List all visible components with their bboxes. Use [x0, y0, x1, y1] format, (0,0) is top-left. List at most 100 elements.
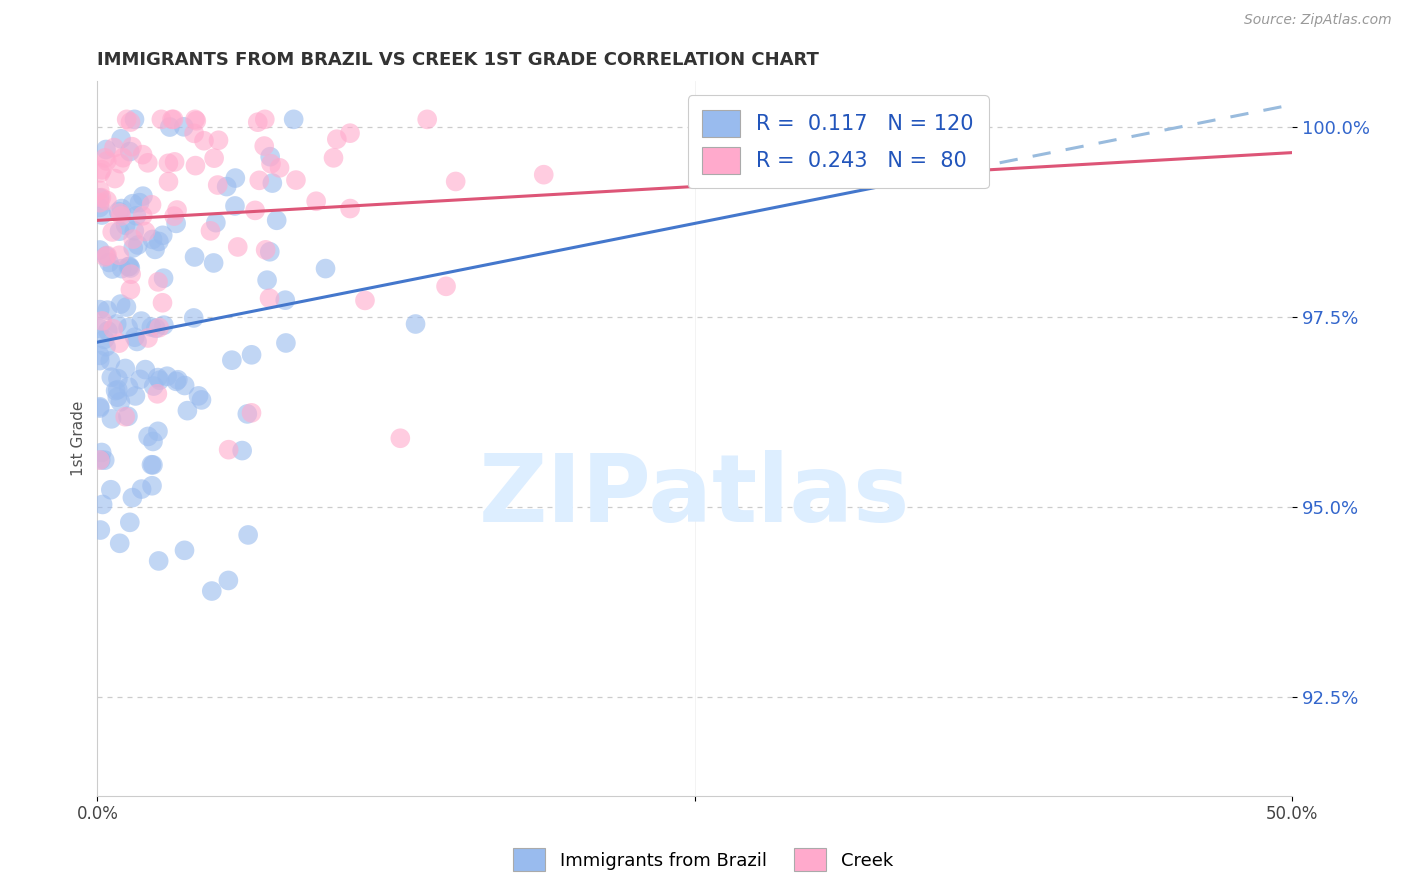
- Point: [108, 248, 131, 262]
- Point: [231, 443, 253, 458]
- Point: [118, 260, 141, 274]
- Point: [132, 189, 155, 203]
- Point: [160, 112, 183, 127]
- Point: [254, 243, 277, 257]
- Point: [136, 429, 159, 443]
- Point: [339, 202, 361, 216]
- Point: [247, 173, 270, 187]
- Point: [107, 383, 129, 397]
- Point: [187, 389, 209, 403]
- Point: [117, 380, 139, 394]
- Point: [186, 113, 208, 128]
- Point: [173, 120, 195, 134]
- Point: [90, 445, 112, 459]
- Point: [108, 536, 131, 550]
- Point: [141, 458, 163, 472]
- Point: [322, 151, 344, 165]
- Point: [145, 321, 167, 335]
- Point: [205, 216, 228, 230]
- Point: [101, 262, 124, 277]
- Point: [152, 295, 174, 310]
- Point: [159, 120, 181, 134]
- Point: [103, 322, 125, 336]
- Point: [148, 554, 170, 568]
- Point: [107, 371, 129, 385]
- Point: [124, 389, 146, 403]
- Point: [93, 332, 115, 346]
- Point: [136, 156, 159, 170]
- Point: [90, 208, 112, 222]
- Point: [114, 361, 136, 376]
- Point: [176, 403, 198, 417]
- Point: [146, 370, 169, 384]
- Point: [165, 375, 187, 389]
- Point: [141, 479, 163, 493]
- Point: [120, 115, 142, 129]
- Point: [166, 373, 188, 387]
- Point: [124, 224, 146, 238]
- Point: [127, 238, 149, 252]
- Point: [121, 491, 143, 505]
- Point: [89, 243, 111, 257]
- Point: [269, 161, 291, 175]
- Point: [89, 166, 111, 180]
- Point: [89, 353, 111, 368]
- Point: [243, 203, 266, 218]
- Point: [354, 293, 377, 308]
- Point: [256, 273, 278, 287]
- Point: [142, 232, 165, 246]
- Point: [284, 173, 307, 187]
- Point: [120, 267, 142, 281]
- Point: [114, 219, 136, 233]
- Point: [274, 293, 297, 308]
- Point: [434, 279, 457, 293]
- Point: [111, 151, 134, 165]
- Point: [89, 348, 111, 362]
- Point: [183, 310, 205, 325]
- Point: [165, 216, 187, 230]
- Point: [224, 199, 246, 213]
- Point: [100, 483, 122, 497]
- Point: [110, 297, 132, 311]
- Point: [260, 157, 283, 171]
- Point: [259, 150, 281, 164]
- Point: [120, 283, 142, 297]
- Point: [405, 317, 427, 331]
- Text: ZIPatlas: ZIPatlas: [479, 450, 911, 541]
- Legend: R =  0.117   N = 120, R =  0.243   N =  80: R = 0.117 N = 120, R = 0.243 N = 80: [688, 95, 988, 188]
- Point: [105, 317, 128, 331]
- Point: [89, 191, 111, 205]
- Text: IMMIGRANTS FROM BRAZIL VS CREEK 1ST GRADE CORRELATION CHART: IMMIGRANTS FROM BRAZIL VS CREEK 1ST GRAD…: [97, 51, 820, 69]
- Point: [202, 256, 225, 270]
- Point: [104, 384, 127, 398]
- Point: [184, 159, 207, 173]
- Point: [121, 139, 143, 153]
- Legend: Immigrants from Brazil, Creek: Immigrants from Brazil, Creek: [506, 841, 900, 879]
- Point: [94, 250, 117, 264]
- Point: [156, 369, 179, 384]
- Point: [215, 179, 238, 194]
- Point: [246, 115, 269, 129]
- Point: [94, 340, 117, 354]
- Point: [91, 314, 114, 328]
- Point: [134, 225, 156, 239]
- Point: [125, 209, 148, 223]
- Point: [96, 249, 118, 263]
- Point: [117, 409, 139, 424]
- Point: [128, 195, 150, 210]
- Point: [163, 155, 186, 169]
- Point: [150, 112, 173, 127]
- Point: [110, 395, 132, 409]
- Point: [221, 353, 243, 368]
- Point: [253, 139, 276, 153]
- Point: [124, 330, 146, 344]
- Point: [100, 412, 122, 426]
- Point: [146, 275, 169, 289]
- Point: [142, 379, 165, 393]
- Point: [259, 291, 281, 305]
- Point: [93, 453, 115, 467]
- Point: [315, 261, 337, 276]
- Point: [107, 204, 129, 219]
- Point: [108, 206, 131, 220]
- Point: [89, 523, 111, 537]
